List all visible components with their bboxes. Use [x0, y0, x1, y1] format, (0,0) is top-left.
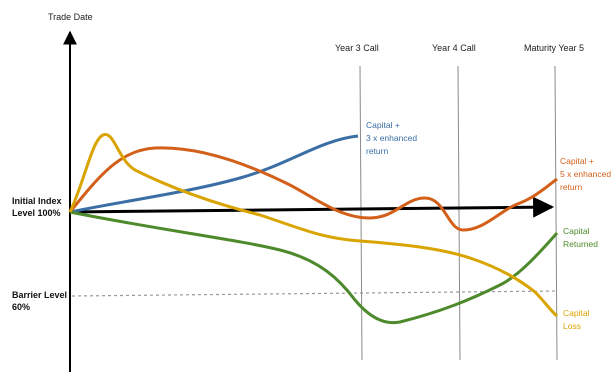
initial-level-axis	[69, 196, 555, 218]
green-outcome-line2: Returned	[563, 239, 598, 249]
barrier-level-label-line2: 60%	[12, 302, 31, 312]
blue-outcome-line1: Capital +	[366, 120, 400, 130]
initial-level-label-line1: Initial Index	[12, 196, 62, 206]
year3-call-line	[359, 65, 363, 361]
maturity-label: Maturity Year 5	[524, 43, 585, 53]
green-outcome-line1: Capital	[563, 226, 590, 236]
yellow-outcome-line2: Loss	[563, 321, 581, 331]
blue-path	[69, 134, 359, 214]
yellow-outcome-line1: Capital	[563, 308, 590, 318]
barrier-level-label-line1: Barrier Level	[12, 290, 68, 300]
green-path	[69, 210, 559, 325]
y-axis-label: Trade Date	[48, 12, 93, 22]
yellow-path	[68, 133, 558, 318]
blue-outcome-line2: 3 x enhanced	[366, 133, 418, 143]
year3-call-label: Year 3 Call	[335, 43, 379, 53]
year4-call-label: Year 4 Call	[432, 43, 476, 53]
orange-outcome-line3: return	[560, 182, 583, 192]
barrier-line	[71, 290, 558, 297]
year4-call-line	[457, 65, 461, 361]
orange-outcome-line1: Capital +	[560, 156, 594, 166]
maturity-line	[554, 65, 558, 361]
blue-outcome-line3: return	[366, 146, 389, 156]
initial-level-label-line2: Level 100%	[12, 208, 61, 218]
orange-outcome-line2: 5 x enhanced	[560, 169, 612, 179]
orange-path	[68, 146, 558, 232]
